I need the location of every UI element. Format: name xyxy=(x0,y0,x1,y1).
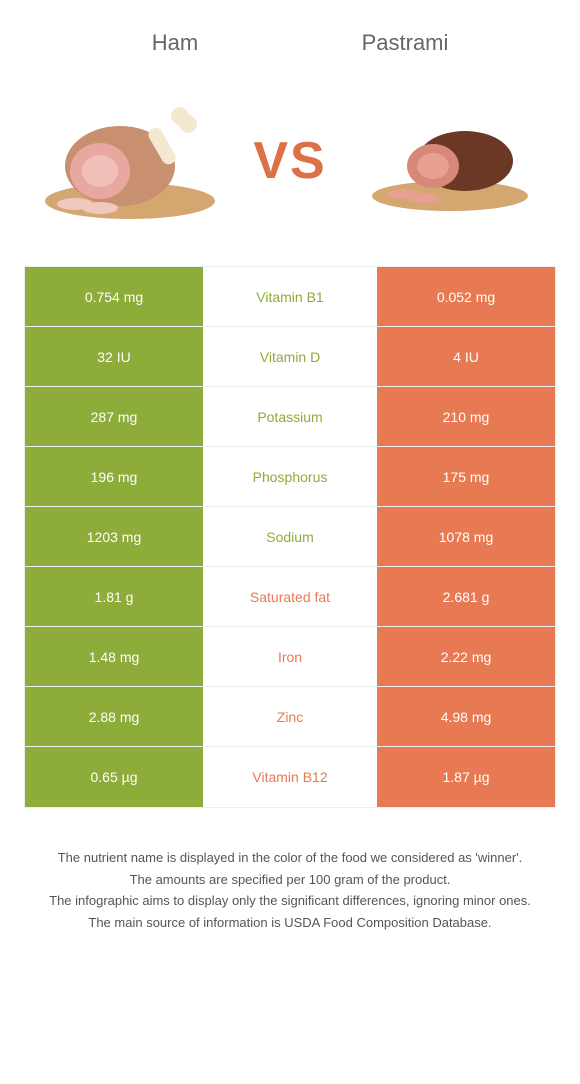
cell-right-value: 0.052 mg xyxy=(377,267,555,326)
cell-left-value: 1203 mg xyxy=(25,507,203,566)
cell-right-value: 210 mg xyxy=(377,387,555,446)
footer-line-3: The infographic aims to display only the… xyxy=(20,891,560,911)
cell-left-value: 1.81 g xyxy=(25,567,203,626)
cell-nutrient-label: Vitamin D xyxy=(203,327,377,386)
cell-left-value: 0.754 mg xyxy=(25,267,203,326)
food-title-right: Pastrami xyxy=(290,30,520,56)
cell-right-value: 1078 mg xyxy=(377,507,555,566)
cell-right-value: 4.98 mg xyxy=(377,687,555,746)
table-row: 32 IUVitamin D4 IU xyxy=(25,327,555,387)
table-row: 287 mgPotassium210 mg xyxy=(25,387,555,447)
comparison-table: 0.754 mgVitamin B10.052 mg32 IUVitamin D… xyxy=(24,266,556,808)
cell-right-value: 4 IU xyxy=(377,327,555,386)
cell-right-value: 175 mg xyxy=(377,447,555,506)
cell-nutrient-label: Potassium xyxy=(203,387,377,446)
cell-left-value: 287 mg xyxy=(25,387,203,446)
cell-nutrient-label: Vitamin B12 xyxy=(203,747,377,807)
footer-line-1: The nutrient name is displayed in the co… xyxy=(20,848,560,868)
cell-nutrient-label: Sodium xyxy=(203,507,377,566)
table-row: 0.65 µgVitamin B121.87 µg xyxy=(25,747,555,807)
table-row: 2.88 mgZinc4.98 mg xyxy=(25,687,555,747)
ham-image xyxy=(30,86,230,236)
cell-nutrient-label: Phosphorus xyxy=(203,447,377,506)
table-row: 1203 mgSodium1078 mg xyxy=(25,507,555,567)
table-row: 196 mgPhosphorus175 mg xyxy=(25,447,555,507)
cell-nutrient-label: Saturated fat xyxy=(203,567,377,626)
cell-right-value: 1.87 µg xyxy=(377,747,555,807)
vs-label: VS xyxy=(253,131,326,191)
cell-nutrient-label: Vitamin B1 xyxy=(203,267,377,326)
cell-right-value: 2.681 g xyxy=(377,567,555,626)
table-row: 1.48 mgIron2.22 mg xyxy=(25,627,555,687)
food-title-left: Ham xyxy=(60,30,290,56)
cell-nutrient-label: Iron xyxy=(203,627,377,686)
images-row: VS xyxy=(0,66,580,266)
table-row: 0.754 mgVitamin B10.052 mg xyxy=(25,267,555,327)
cell-right-value: 2.22 mg xyxy=(377,627,555,686)
footer-notes: The nutrient name is displayed in the co… xyxy=(0,808,580,954)
footer-line-4: The main source of information is USDA F… xyxy=(20,913,560,933)
cell-left-value: 2.88 mg xyxy=(25,687,203,746)
pastrami-image xyxy=(350,86,550,236)
cell-left-value: 32 IU xyxy=(25,327,203,386)
cell-left-value: 1.48 mg xyxy=(25,627,203,686)
header: Ham Pastrami xyxy=(0,0,580,66)
cell-left-value: 0.65 µg xyxy=(25,747,203,807)
table-row: 1.81 gSaturated fat2.681 g xyxy=(25,567,555,627)
footer-line-2: The amounts are specified per 100 gram o… xyxy=(20,870,560,890)
cell-left-value: 196 mg xyxy=(25,447,203,506)
cell-nutrient-label: Zinc xyxy=(203,687,377,746)
